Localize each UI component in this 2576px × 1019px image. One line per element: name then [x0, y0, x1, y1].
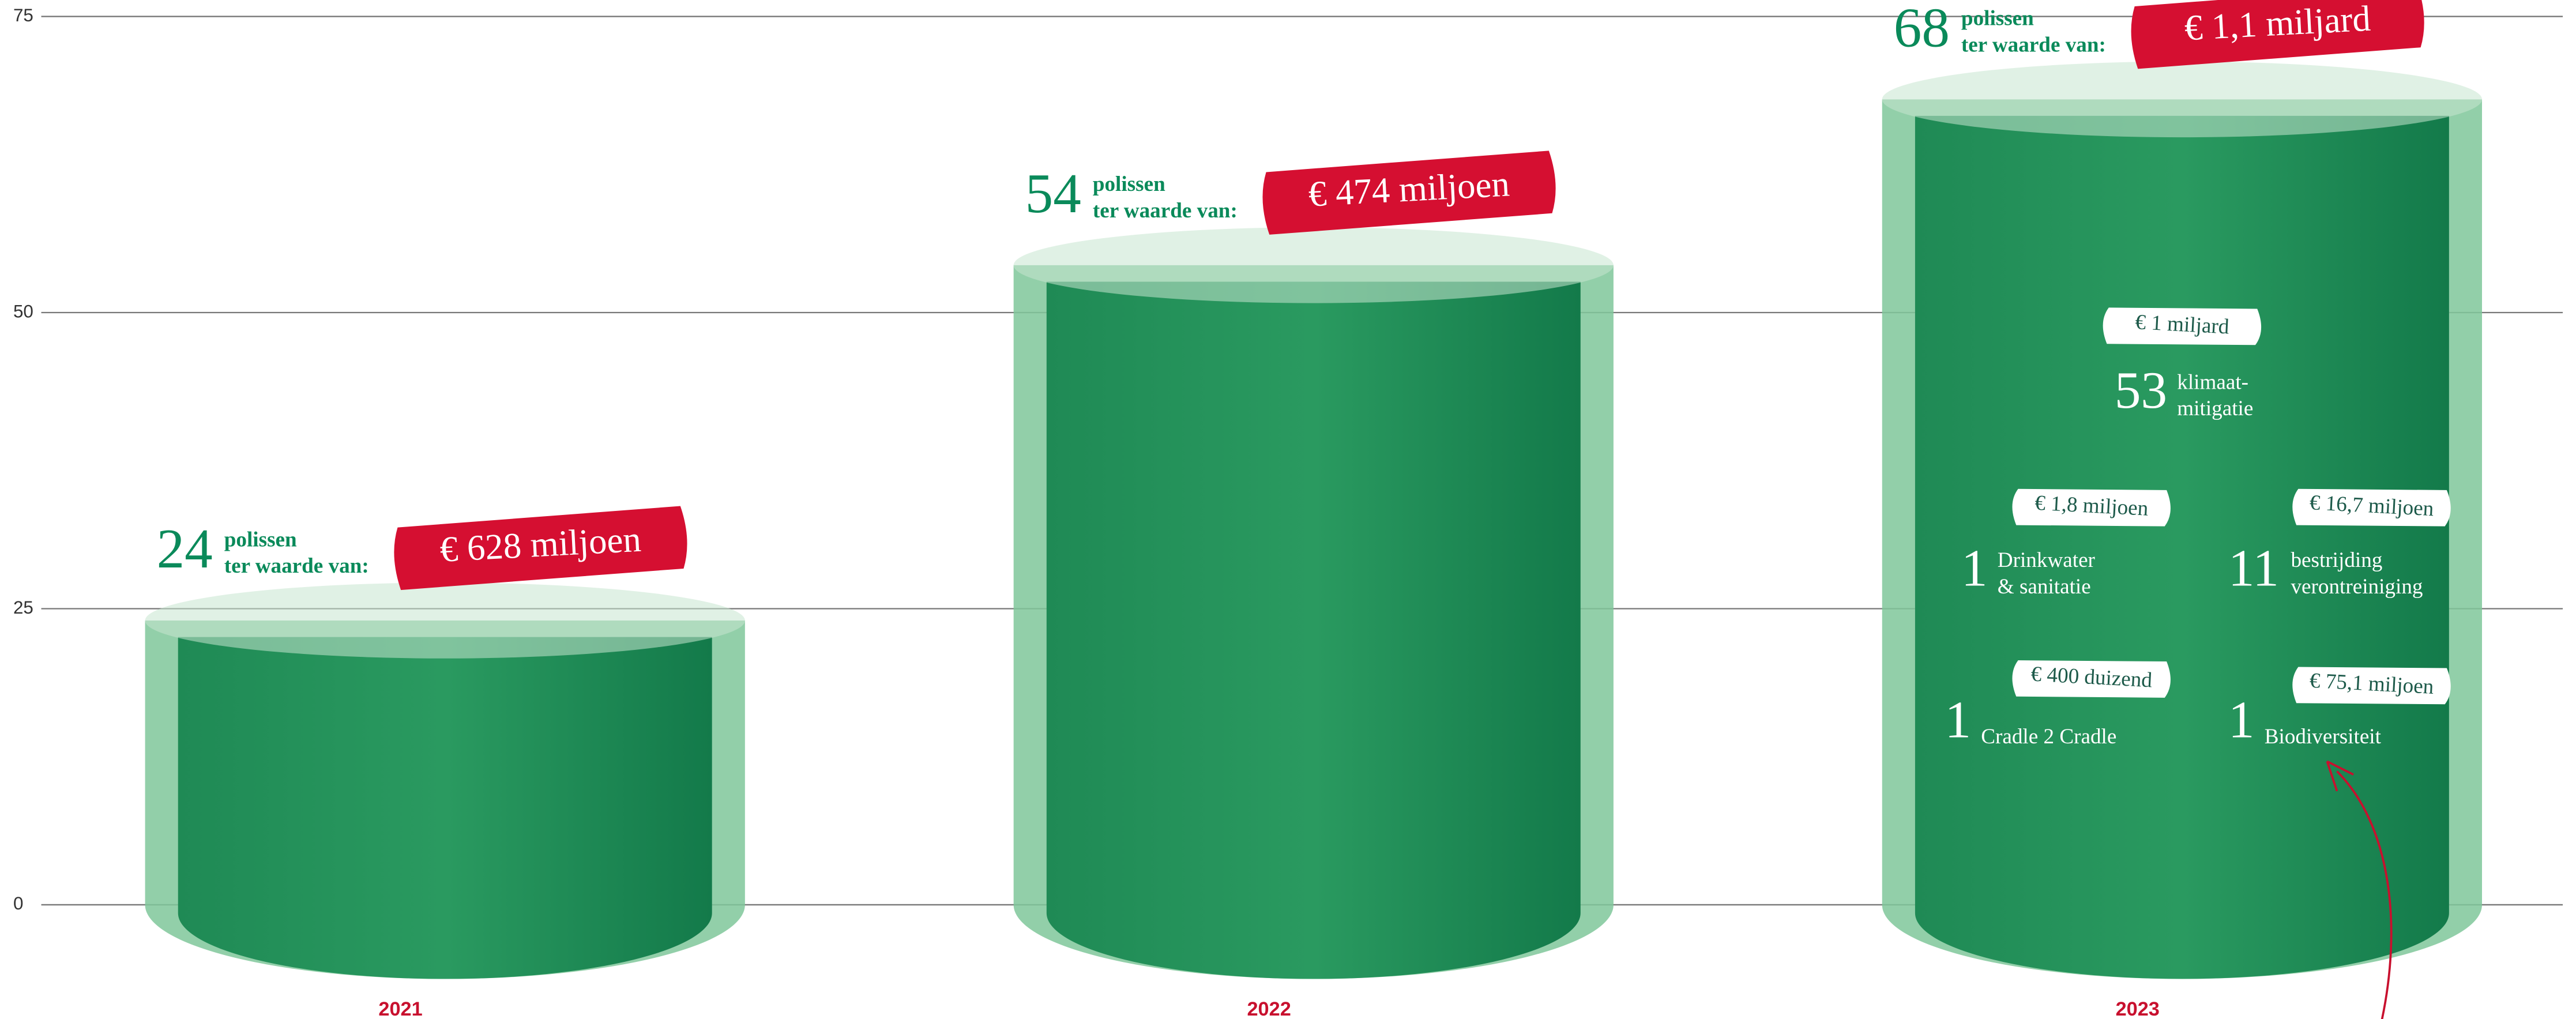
cylinder-inner — [1046, 281, 1581, 979]
breakdown-amount: € 1,8 miljoen — [2034, 491, 2149, 521]
breakdown-count: 1 — [1945, 690, 1971, 749]
y-tick-label: 25 — [13, 597, 33, 618]
breakdown-count: 11 — [2228, 539, 2279, 597]
price-tag — [394, 506, 687, 591]
breakdown-label: Drinkwater — [1998, 548, 2096, 572]
unit-label: polissen — [224, 528, 297, 551]
price-tag — [2012, 660, 2171, 698]
x-tick-label: 2022 — [1247, 998, 1291, 1019]
breakdown-label: klimaat- — [2177, 370, 2248, 394]
x-tick-label: 2021 — [378, 998, 422, 1019]
amount-prefix: ter waarde van: — [1093, 199, 1238, 223]
amount-prefix: ter waarde van: — [1961, 33, 2106, 57]
price-tag — [2103, 307, 2262, 345]
price-tag — [2012, 488, 2171, 527]
breakdown-label: Cradle 2 Cradle — [1981, 725, 2116, 749]
breakdown-label: Biodiversiteit — [2265, 725, 2382, 749]
breakdown-label: & sanitatie — [1998, 575, 2091, 599]
breakdown-count: 53 — [2115, 361, 2167, 419]
price-tag — [1262, 151, 1556, 235]
breakdown-count: 1 — [1961, 539, 1988, 597]
unit-label: polissen — [1961, 7, 2034, 31]
cylinder-inner — [178, 637, 712, 979]
breakdown-count: 1 — [2228, 690, 2255, 749]
unit-label: polissen — [1093, 172, 1165, 196]
bars — [145, 61, 2483, 979]
value-label: 24 — [157, 518, 213, 580]
value-label: 68 — [1894, 0, 1950, 59]
y-tick-label: 75 — [13, 5, 33, 25]
x-tick-label: 2023 — [2116, 998, 2160, 1019]
value-label: 54 — [1025, 163, 1081, 225]
breakdown-label: bestrijding — [2291, 548, 2382, 572]
y-tick-label: 50 — [13, 301, 33, 321]
y-tick-label: 0 — [13, 893, 23, 913]
arrow-head — [2326, 760, 2354, 792]
arrow — [2336, 770, 2393, 1019]
breakdown-amount: € 1 miljard — [2135, 310, 2230, 339]
breakdown-label: verontreiniging — [2291, 575, 2423, 599]
amount-prefix: ter waarde van: — [224, 554, 369, 578]
breakdown-label: mitigatie — [2177, 397, 2253, 420]
cylinder-top — [1882, 61, 2483, 138]
cylinder-top — [1013, 227, 1614, 303]
cylinder-inner — [1915, 115, 2449, 979]
price-tag — [2131, 0, 2424, 69]
price-tag — [2292, 667, 2451, 705]
price-tag — [2292, 488, 2451, 527]
cylinder-top — [145, 582, 745, 659]
